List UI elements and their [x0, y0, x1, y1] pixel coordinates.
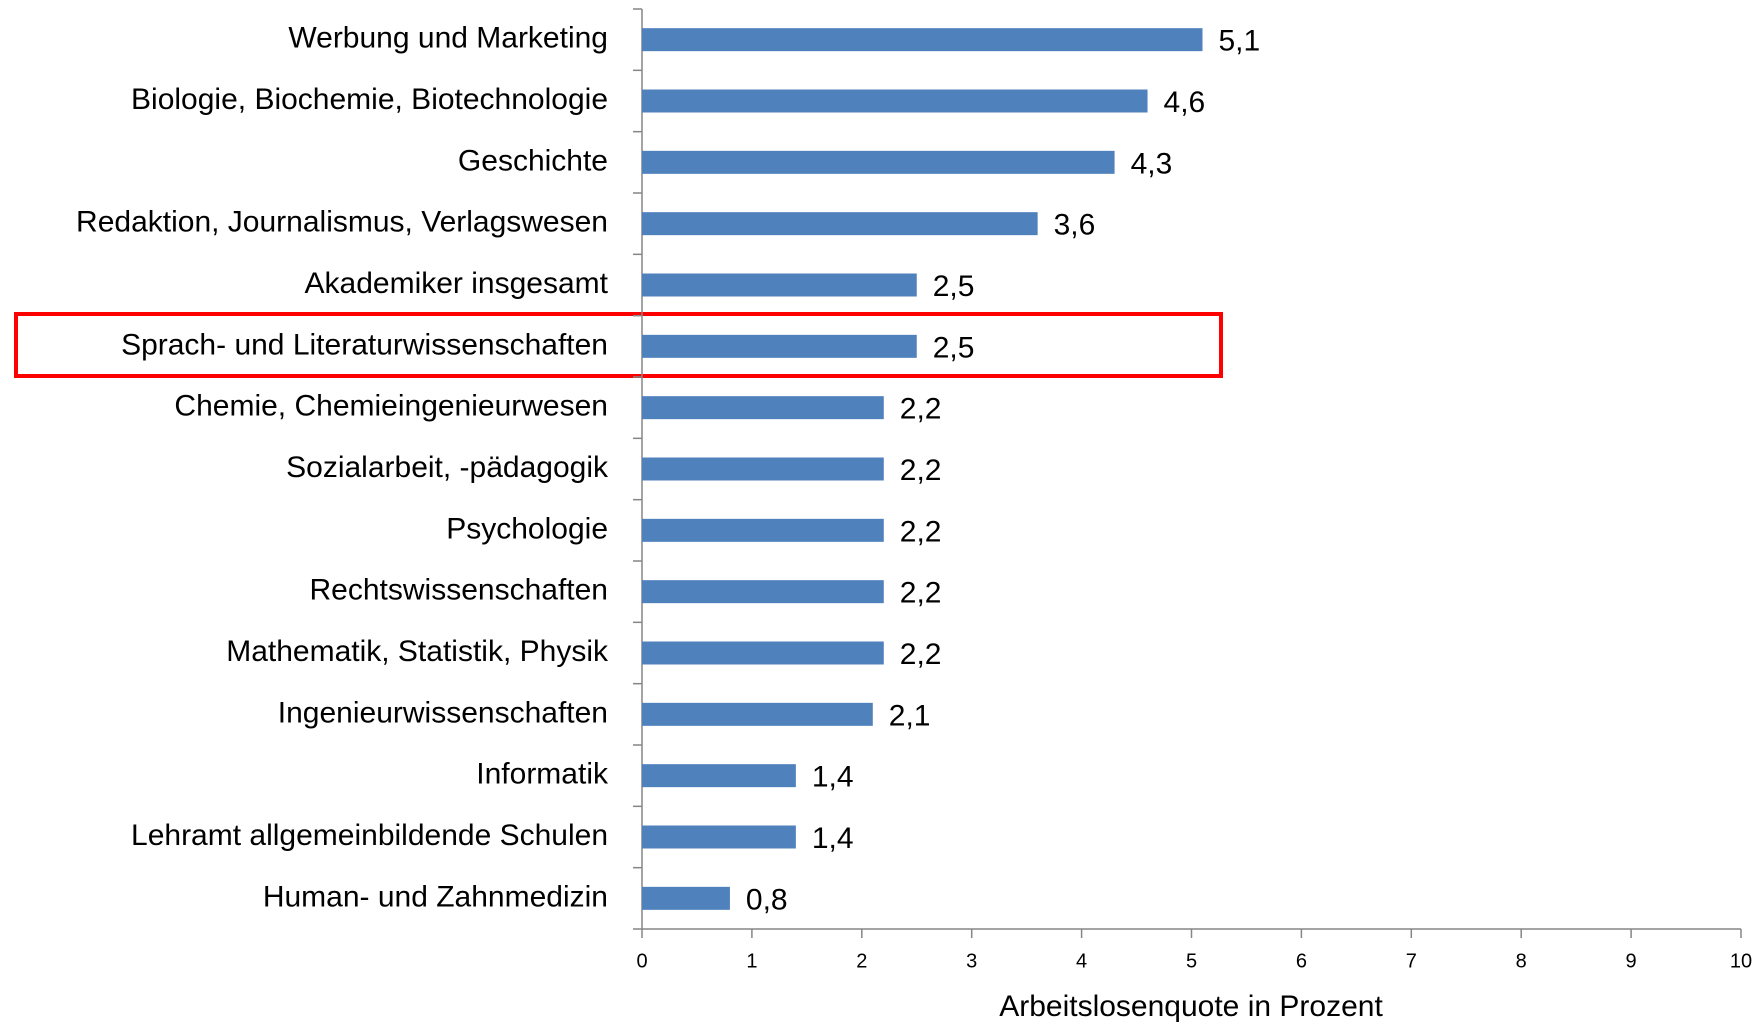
bar — [642, 886, 730, 910]
value-label: 0,8 — [746, 883, 788, 916]
y-tick-label: Informatik — [476, 758, 609, 791]
value-label: 4,3 — [1131, 147, 1173, 180]
x-tick-label: 8 — [1516, 950, 1527, 972]
y-tick-label: Biologie, Biochemie, Biotechnologie — [131, 83, 608, 116]
value-label: 2,5 — [933, 270, 975, 303]
x-tick-label: 10 — [1730, 950, 1752, 972]
bar — [642, 396, 884, 420]
value-label: 4,6 — [1164, 86, 1206, 119]
value-label: 5,1 — [1218, 25, 1260, 58]
bar — [642, 273, 917, 297]
x-axis-label: Arbeitslosenquote in Prozent — [999, 990, 1383, 1023]
x-tick-label: 1 — [746, 950, 757, 972]
y-tick-label: Chemie, Chemieingenieurwesen — [174, 390, 608, 423]
bar — [642, 641, 884, 665]
value-label: 2,2 — [900, 515, 942, 548]
value-label: 2,2 — [900, 454, 942, 487]
x-tick-label: 9 — [1626, 950, 1637, 972]
x-tick-label: 5 — [1186, 950, 1197, 972]
y-tick-label: Werbung und Marketing — [288, 22, 608, 55]
y-tick-label: Sozialarbeit, -pädagogik — [286, 451, 609, 484]
value-label: 1,4 — [812, 822, 854, 855]
bar — [642, 702, 873, 726]
value-label: 2,2 — [900, 577, 942, 610]
bar — [642, 580, 884, 604]
y-tick-label: Human- und Zahnmedizin — [263, 880, 608, 913]
x-tick-label: 3 — [966, 950, 977, 972]
bar — [642, 457, 884, 481]
y-tick-label: Psychologie — [446, 512, 608, 545]
bar — [642, 764, 796, 788]
bar — [642, 334, 917, 358]
y-tick-label: Lehramt allgemeinbildende Schulen — [131, 819, 608, 852]
y-tick-label: Ingenieurwissenschaften — [278, 696, 608, 729]
y-tick-label: Rechtswissenschaften — [310, 574, 608, 607]
highlight-box — [14, 312, 1223, 378]
bar — [642, 150, 1115, 174]
value-label: 2,5 — [933, 331, 975, 364]
value-label: 1,4 — [812, 761, 854, 794]
y-tick-label: Sprach- und Literaturwissenschaften — [121, 328, 608, 361]
bar — [642, 825, 796, 849]
value-label: 3,6 — [1054, 209, 1096, 242]
x-tick-label: 7 — [1406, 950, 1417, 972]
x-tick-label: 4 — [1076, 950, 1087, 972]
value-label: 2,2 — [900, 638, 942, 671]
value-label: 2,2 — [900, 393, 942, 426]
bar — [642, 212, 1038, 236]
y-tick-label: Redaktion, Journalismus, Verlagswesen — [76, 206, 608, 239]
bar — [642, 28, 1203, 52]
bar — [642, 518, 884, 542]
value-label: 2,1 — [889, 699, 931, 732]
x-tick-label: 0 — [636, 950, 647, 972]
y-tick-label: Akademiker insgesamt — [305, 267, 609, 300]
x-tick-label: 2 — [856, 950, 867, 972]
y-tick-label: Geschichte — [458, 144, 608, 177]
y-tick-label: Mathematik, Statistik, Physik — [226, 635, 609, 668]
x-tick-label: 6 — [1296, 950, 1307, 972]
bar — [642, 89, 1148, 113]
